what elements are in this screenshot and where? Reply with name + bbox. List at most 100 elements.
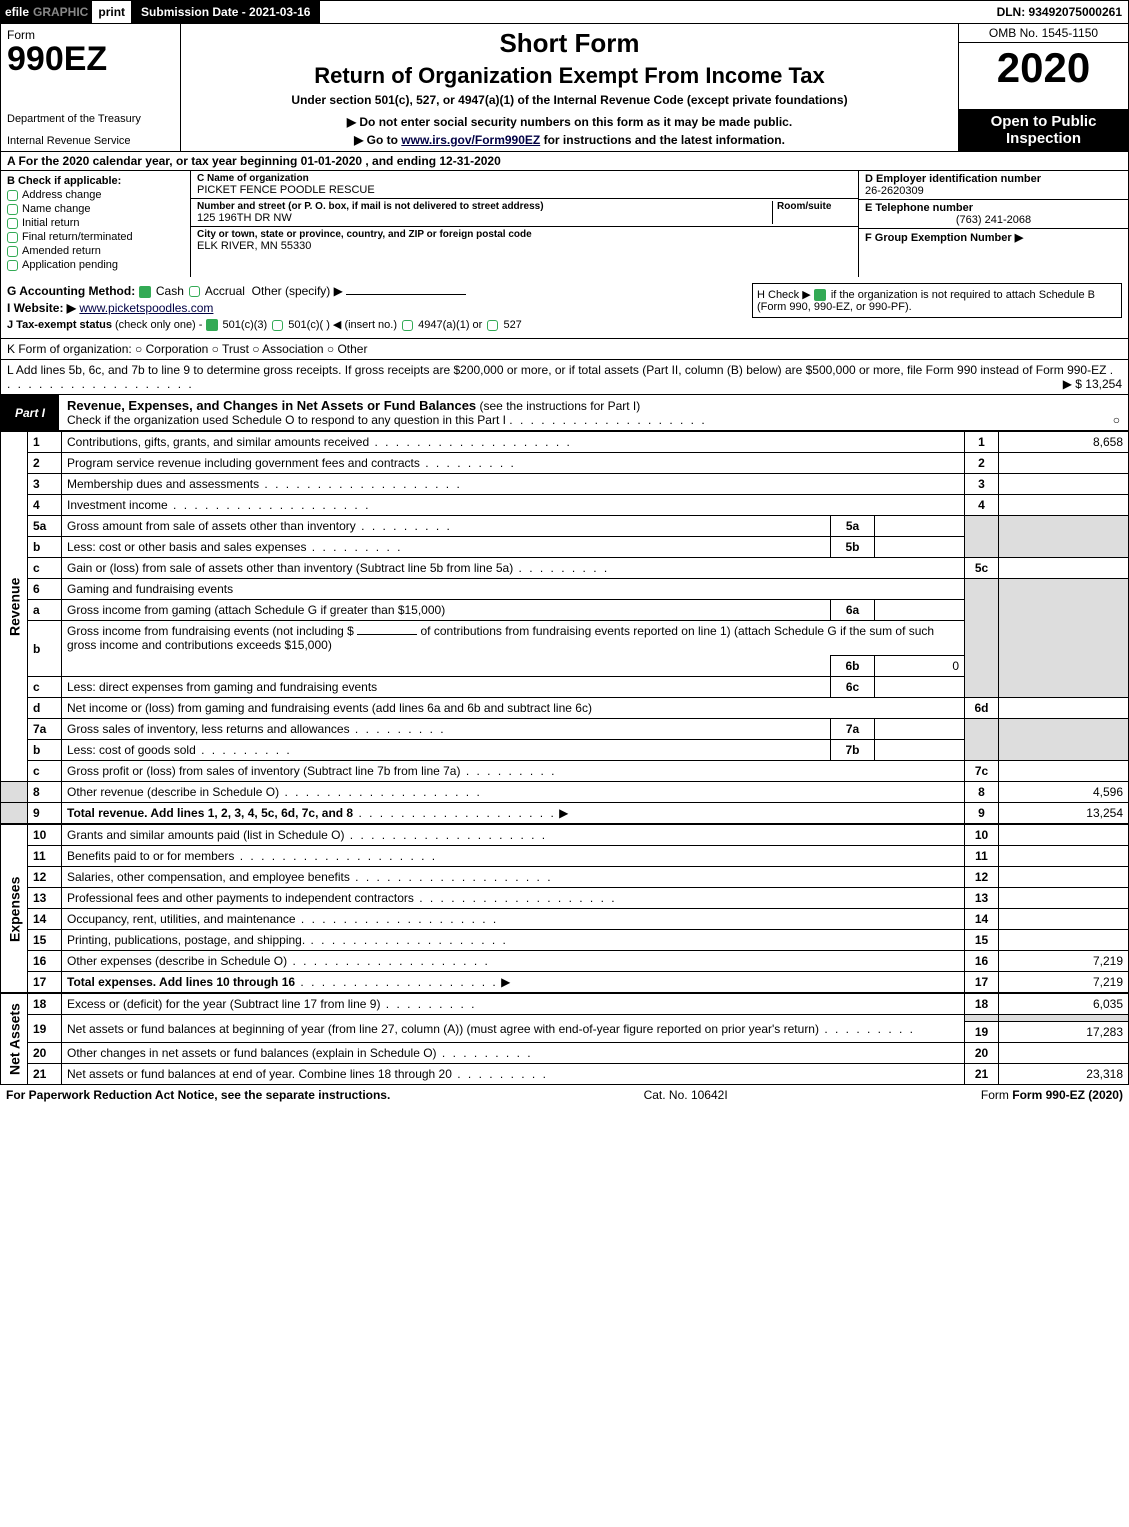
graphic-text: GRAPHIC	[33, 5, 88, 19]
line-no: 2	[28, 453, 62, 474]
cb-label: Final return/terminated	[22, 231, 133, 243]
checkbox-icon	[7, 190, 18, 201]
line-desc: Gross income from fundraising events (no…	[62, 621, 965, 656]
dots	[279, 785, 482, 799]
checkbox-icon[interactable]	[487, 320, 498, 331]
line-desc: Program service revenue including govern…	[62, 453, 965, 474]
table-row: 21 Net assets or fund balances at end of…	[1, 1064, 1129, 1085]
cb-name-change[interactable]: Name change	[7, 203, 184, 215]
desc-text: Gross income from fundraising events (no…	[67, 624, 354, 638]
desc-text: Grants and similar amounts paid (list in…	[67, 828, 344, 842]
line-no: 17	[28, 972, 62, 993]
e-phone: E Telephone number (763) 241-2068	[859, 200, 1128, 229]
cb-label: Amended return	[22, 245, 101, 257]
addr-label: Number and street (or P. O. box, if mail…	[197, 201, 772, 212]
line-desc: Grants and similar amounts paid (list in…	[62, 825, 965, 846]
table-row: 8 Other revenue (describe in Schedule O)…	[1, 782, 1129, 803]
cb-pending[interactable]: Application pending	[7, 259, 184, 271]
box-no: 11	[965, 846, 999, 867]
line-no: b	[28, 621, 62, 677]
shaded-box	[965, 1015, 999, 1022]
underline	[346, 294, 466, 295]
line-no: d	[28, 698, 62, 719]
dots	[460, 764, 556, 778]
row-address: Number and street (or P. O. box, if mail…	[191, 199, 858, 227]
table-row: a Gross income from gaming (attach Sched…	[1, 600, 1129, 621]
part1-end: ○	[1113, 413, 1120, 427]
checkbox-icon	[7, 232, 18, 243]
amount: 7,219	[999, 951, 1129, 972]
amount	[999, 558, 1129, 579]
desc-text: Benefits paid to or for members	[67, 849, 234, 863]
box-no: 5c	[965, 558, 999, 579]
section-a: A For the 2020 calendar year, or tax yea…	[0, 152, 1129, 171]
line-no: 16	[28, 951, 62, 972]
line-desc: Other expenses (describe in Schedule O)	[62, 951, 965, 972]
h-text3: (Form 990, 990-EZ, or 990-PF).	[757, 301, 912, 313]
amount	[999, 825, 1129, 846]
table-row: 11 Benefits paid to or for members 11	[1, 846, 1129, 867]
sub-val	[875, 677, 965, 698]
line-desc: Less: cost of goods sold	[62, 740, 831, 761]
table-row: Net Assets 18 Excess or (deficit) for th…	[1, 994, 1129, 1015]
amount	[999, 846, 1129, 867]
desc-text: Other changes in net assets or fund bala…	[67, 1046, 437, 1060]
dots	[819, 1022, 915, 1036]
goto-link[interactable]: www.irs.gov/Form990EZ	[401, 133, 540, 147]
cb-amended[interactable]: Amended return	[7, 245, 184, 257]
line-no: 5a	[28, 516, 62, 537]
checkbox-icon	[7, 204, 18, 215]
part1-title-text: Revenue, Expenses, and Changes in Net As…	[67, 398, 476, 413]
table-row: 6 Gaming and fundraising events	[1, 579, 1129, 600]
website-link[interactable]: www.picketspoodles.com	[79, 301, 213, 315]
dots	[452, 1067, 548, 1081]
amount	[999, 888, 1129, 909]
desc-text: Gross sales of inventory, less returns a…	[67, 722, 350, 736]
cb-final-return[interactable]: Final return/terminated	[7, 231, 184, 243]
checkbox-icon[interactable]	[402, 320, 413, 331]
amount: 7,219	[999, 972, 1129, 993]
box-no: 9	[965, 803, 999, 824]
box-no: 14	[965, 909, 999, 930]
desc-text: Membership dues and assessments	[67, 477, 259, 491]
cb-address-change[interactable]: Address change	[7, 189, 184, 201]
checkbox-icon[interactable]	[272, 320, 283, 331]
line-no: 12	[28, 867, 62, 888]
dots	[513, 561, 609, 575]
g-label: G Accounting Method:	[7, 284, 135, 298]
box-no: 7c	[965, 761, 999, 782]
table-row: 19 Net assets or fund balances at beginn…	[1, 1015, 1129, 1022]
blank-side	[1, 803, 28, 824]
desc-text: Gain or (loss) from sale of assets other…	[67, 561, 513, 575]
amount	[999, 930, 1129, 951]
header-left: Form 990EZ Department of the Treasury In…	[1, 24, 181, 151]
footer-mid: Cat. No. 10642I	[644, 1088, 728, 1102]
g-other: Other (specify) ▶	[252, 284, 343, 298]
table-row: 13 Professional fees and other payments …	[1, 888, 1129, 909]
shaded-box	[965, 579, 999, 698]
dots	[168, 498, 371, 512]
shaded-amount	[999, 719, 1129, 761]
addr-value: 125 196TH DR NW	[197, 212, 772, 224]
line-no: 15	[28, 930, 62, 951]
cb-initial-return[interactable]: Initial return	[7, 217, 184, 229]
box-no: 21	[965, 1064, 999, 1085]
checkbox-icon[interactable]	[189, 286, 200, 297]
dots	[296, 912, 499, 926]
print-button[interactable]: print	[92, 5, 131, 19]
checkbox-icon	[7, 260, 18, 271]
underline	[357, 634, 417, 635]
line-desc: Occupancy, rent, utilities, and maintena…	[62, 909, 965, 930]
d-label: D Employer identification number	[865, 173, 1122, 185]
form-title: Return of Organization Exempt From Incom…	[189, 63, 950, 89]
desc-text: Other expenses (describe in Schedule O)	[67, 954, 287, 968]
tax-year: 2020	[959, 43, 1128, 109]
amount: 13,254	[999, 803, 1129, 824]
checked-icon	[206, 319, 218, 331]
form-number: 990EZ	[7, 42, 174, 76]
desc-text: Contributions, gifts, grants, and simila…	[67, 435, 369, 449]
phone-value: (763) 241-2068	[865, 214, 1122, 226]
f-group: F Group Exemption Number ▶	[859, 229, 1128, 277]
sub-val	[875, 516, 965, 537]
line-no: b	[28, 537, 62, 558]
